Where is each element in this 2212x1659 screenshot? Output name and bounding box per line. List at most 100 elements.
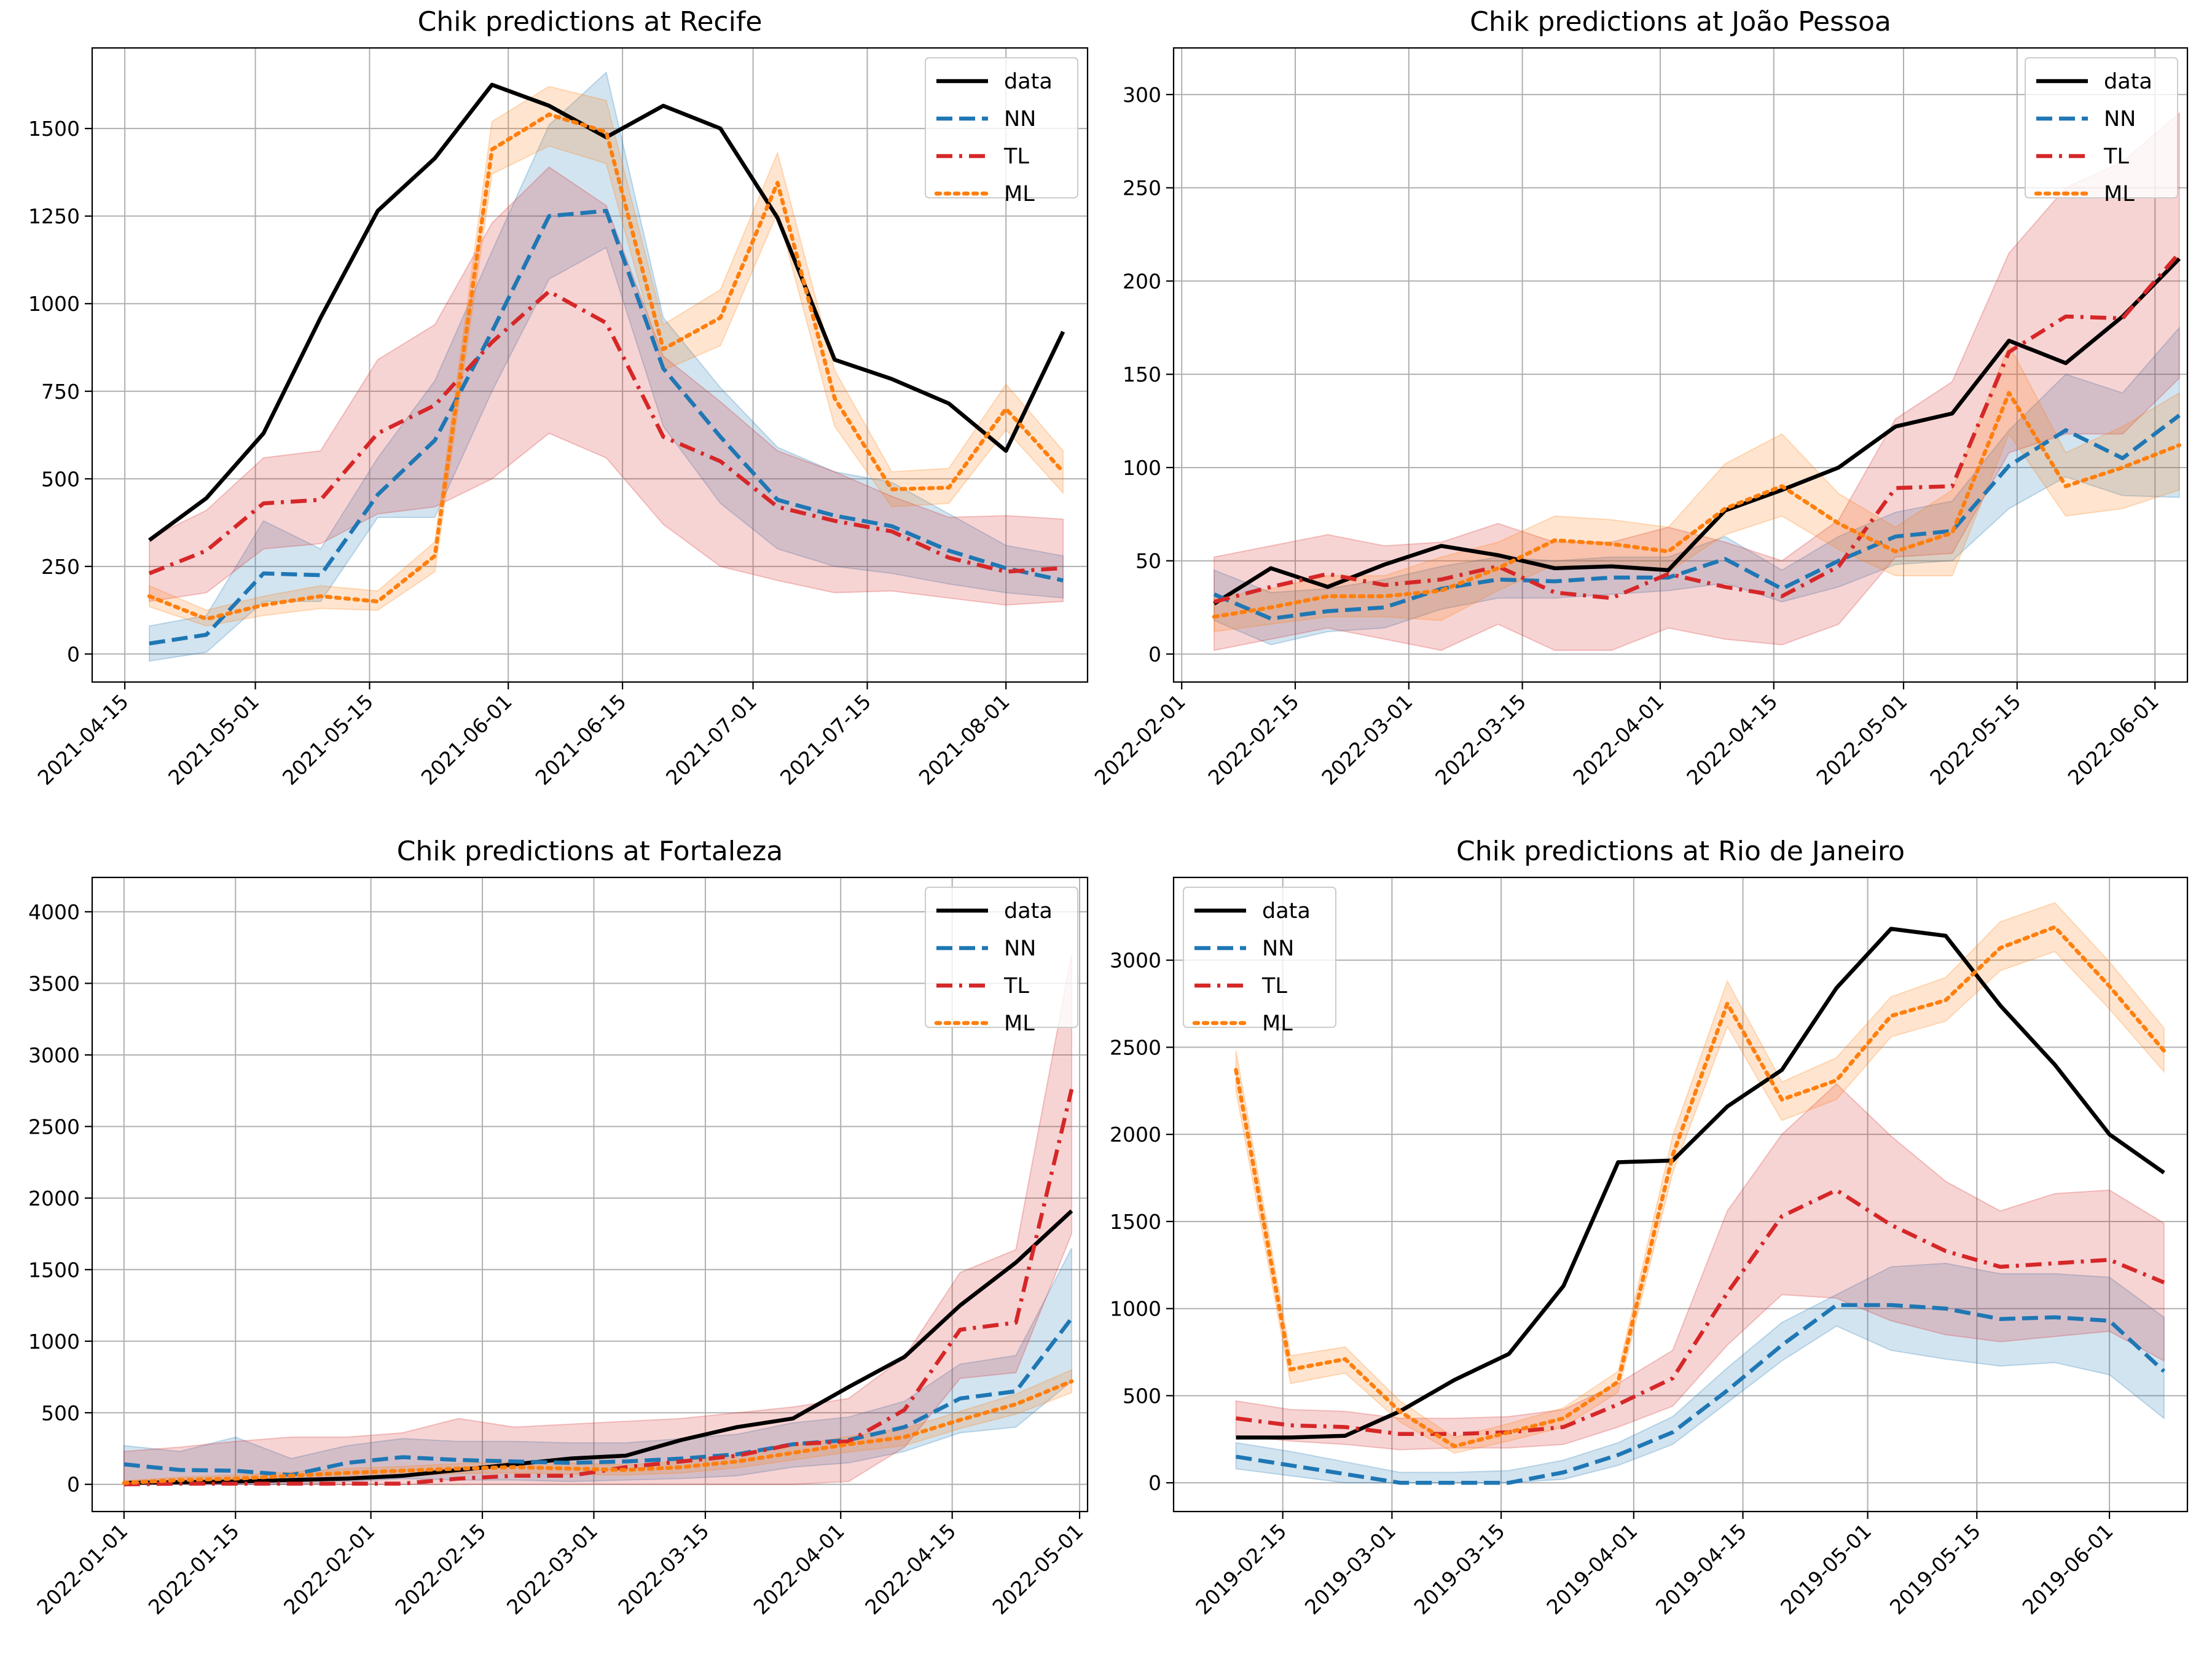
- chart-title: Chik predictions at Rio de Janeiro: [1456, 836, 1905, 867]
- series-line-nn: [149, 208, 1064, 646]
- x-tick-label: 2022-02-01: [279, 1519, 379, 1619]
- x-tick-label: 2022-02-15: [1203, 689, 1303, 790]
- y-tick-label: 150: [1123, 363, 1161, 386]
- legend-label-tl: TL: [1003, 144, 1029, 169]
- x-tick-label: 2022-04-01: [749, 1519, 849, 1619]
- x-tick-label: 2022-01-01: [32, 1519, 132, 1619]
- axes-frame: [91, 47, 1089, 683]
- y-tick-label: 4000: [28, 900, 80, 924]
- y-tick-label: 1250: [28, 205, 80, 229]
- chart-title: Chik predictions at Recife: [418, 6, 763, 37]
- gridlines: [92, 877, 1088, 1512]
- chart-panel-1: 0 250 500 750 1000 1250 1500 2021-04-15 2021-05-…: [28, 6, 1089, 790]
- legend-label-tl: TL: [2103, 144, 2129, 169]
- x-tick-label: 2022-05-01: [1811, 689, 1912, 790]
- legend-label-data: data: [2104, 69, 2152, 94]
- x-tick-label: 2021-07-15: [775, 689, 876, 790]
- legend-box: [925, 887, 1078, 1028]
- band-nn: [1214, 326, 2180, 646]
- y-tick-label: 300: [1123, 83, 1161, 107]
- series-group: [122, 954, 1074, 1486]
- x-tick-label: 2021-05-15: [278, 689, 378, 790]
- x-tick-label: 2019-02-15: [1191, 1519, 1291, 1619]
- legend-label-ml: ML: [1004, 182, 1035, 206]
- series-line-ml: [1234, 925, 2167, 1448]
- x-tick-label: 2022-05-01: [988, 1519, 1088, 1619]
- legend-label-data: data: [1262, 899, 1311, 924]
- x-tick-label: 2022-02-15: [391, 1519, 491, 1619]
- legend: data NN TL ML: [925, 887, 1078, 1036]
- x-tick-label: 2022-03-01: [1317, 689, 1417, 790]
- legend-label-ml: ML: [1004, 1011, 1035, 1036]
- x-tick-label: 2021-06-01: [417, 689, 517, 790]
- series-line-nn: [1235, 1303, 2166, 1485]
- x-tick-label: 2019-05-15: [1885, 1519, 1985, 1619]
- y-tick-label: 100: [1123, 456, 1161, 480]
- legend-label-nn: NN: [1004, 936, 1036, 961]
- y-tick-label: 1500: [1110, 1210, 1161, 1234]
- series-line-nn: [124, 1317, 1073, 1477]
- y-tick-label: 3000: [1110, 949, 1161, 973]
- x-tick-label: 2019-05-01: [1776, 1519, 1876, 1619]
- x-tick-label: 2022-02-01: [1090, 689, 1190, 790]
- series-group: [147, 71, 1065, 662]
- x-tick-label: 2019-04-01: [1542, 1519, 1642, 1619]
- legend-box: [1183, 887, 1336, 1028]
- gridlines: [92, 48, 1088, 682]
- y-tick-label: 0: [1148, 1471, 1161, 1495]
- x-tick-label: 2022-04-15: [1682, 689, 1782, 790]
- chart-title: Chik predictions at Fortaleza: [397, 836, 783, 867]
- legend-box: [2025, 57, 2178, 198]
- chart-panel-3: 0 500 1000 1500 2000 2500 3000 3500 4000 2022-01-…: [28, 836, 1089, 1619]
- legend-box: [925, 57, 1078, 198]
- legend-label-tl: TL: [1003, 974, 1029, 998]
- legend-label-data: data: [1004, 69, 1053, 94]
- x-tick-label: 2022-03-15: [1430, 689, 1531, 790]
- legend-label-tl: TL: [1261, 974, 1287, 998]
- y-tick-label: 1000: [1110, 1297, 1161, 1321]
- legend-label-ml: ML: [2104, 182, 2135, 206]
- y-tick-label: 50: [1135, 549, 1161, 573]
- axes-frame: [1172, 876, 2189, 1513]
- y-tick-label: 750: [41, 380, 80, 404]
- band-ml: [1235, 901, 2165, 1454]
- x-tick-label: 2022-04-01: [1568, 689, 1668, 790]
- legend-label-nn: NN: [2104, 107, 2136, 131]
- band-tl: [123, 954, 1073, 1485]
- x-tick-label: 2022-06-01: [2063, 689, 2163, 790]
- series-line-ml: [147, 112, 1065, 621]
- x-tick-label: 2022-03-15: [613, 1519, 713, 1619]
- y-tick-label: 2000: [28, 1186, 80, 1210]
- y-tick-label: 2500: [28, 1115, 80, 1139]
- series-group: [1212, 112, 2182, 651]
- legend-label-nn: NN: [1004, 107, 1036, 131]
- series-line-nn: [1213, 414, 2181, 621]
- x-tick-label: 2021-05-01: [163, 689, 264, 790]
- band-tl: [1235, 1083, 2165, 1451]
- y-tick-label: 3000: [28, 1043, 80, 1067]
- band-ml: [149, 85, 1064, 627]
- y-tick-label: 0: [1148, 642, 1161, 666]
- axes-frame: [91, 876, 1089, 1513]
- legend-label-data: data: [1004, 899, 1053, 924]
- y-tick-label: 3500: [28, 971, 80, 995]
- axes-frame: [1172, 47, 2189, 683]
- y-tick-label: 200: [1123, 269, 1161, 293]
- x-tick-label: 2022-04-15: [860, 1519, 960, 1619]
- x-tick-label: 2021-06-15: [531, 689, 631, 790]
- y-tick-label: 500: [41, 1401, 80, 1425]
- y-tick-label: 1000: [28, 1330, 80, 1354]
- legend: data NN TL ML: [1183, 887, 1336, 1036]
- series-line-tl: [1236, 1188, 2165, 1437]
- series-line-data: [1213, 257, 2181, 606]
- y-tick-label: 2500: [1110, 1035, 1161, 1059]
- x-tick-label: 2021-07-01: [661, 689, 761, 790]
- x-tick-label: 2019-03-01: [1300, 1519, 1400, 1619]
- y-tick-label: 1500: [28, 117, 80, 141]
- x-tick-label: 2019-03-15: [1410, 1519, 1510, 1619]
- x-tick-label: 2019-04-15: [1651, 1519, 1751, 1619]
- y-tick-label: 250: [1123, 176, 1161, 200]
- legend-label-ml: ML: [1262, 1011, 1293, 1036]
